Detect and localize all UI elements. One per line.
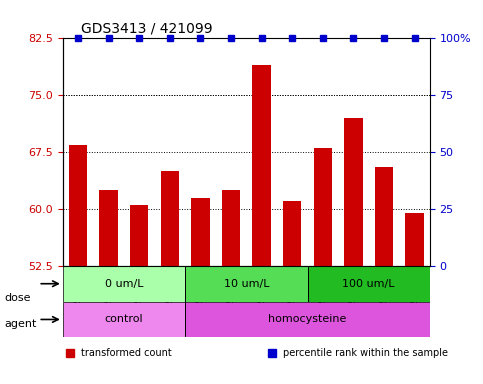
Text: control: control	[105, 314, 143, 324]
FancyBboxPatch shape	[63, 266, 185, 301]
Bar	[313, 148, 332, 266]
Bar	[99, 190, 118, 266]
Text: 10 um/L: 10 um/L	[224, 279, 269, 289]
Text: 0 um/L: 0 um/L	[105, 279, 143, 289]
Bar	[283, 201, 301, 266]
Bar	[405, 213, 424, 266]
Bar	[253, 65, 271, 266]
Text: percentile rank within the sample: percentile rank within the sample	[283, 348, 448, 358]
Text: dose: dose	[5, 293, 31, 303]
Bar	[130, 205, 148, 266]
Text: transformed count: transformed count	[81, 348, 172, 358]
Bar	[375, 167, 393, 266]
Text: homocysteine: homocysteine	[269, 314, 347, 324]
Bar	[191, 198, 210, 266]
Text: GDS3413 / 421099: GDS3413 / 421099	[81, 22, 213, 36]
Bar	[161, 171, 179, 266]
Text: 100 um/L: 100 um/L	[342, 279, 395, 289]
Text: agent: agent	[5, 319, 37, 329]
FancyBboxPatch shape	[63, 301, 185, 337]
FancyBboxPatch shape	[185, 266, 308, 301]
Bar	[344, 118, 363, 266]
Bar	[69, 144, 87, 266]
FancyBboxPatch shape	[185, 301, 430, 337]
Bar	[222, 190, 240, 266]
FancyBboxPatch shape	[308, 266, 430, 301]
